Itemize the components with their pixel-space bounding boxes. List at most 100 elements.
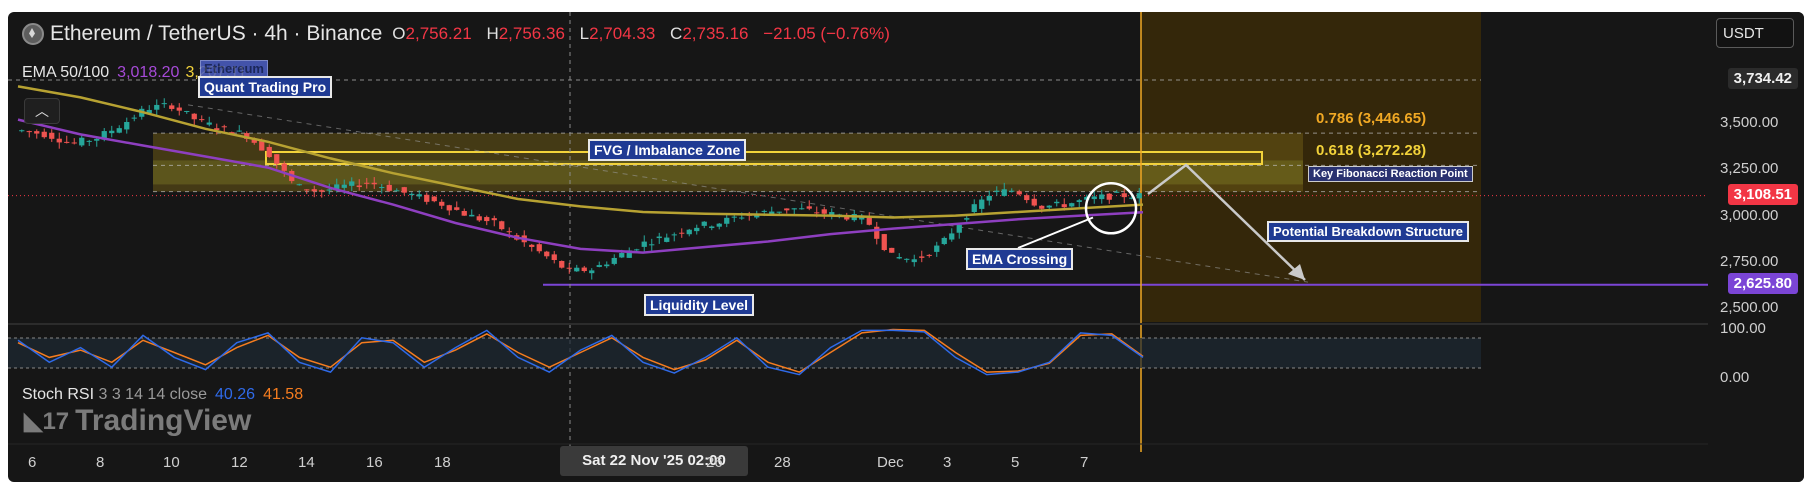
candle-body bbox=[694, 227, 700, 232]
candle-body bbox=[581, 267, 587, 272]
ema-crossing-circle bbox=[1084, 182, 1138, 235]
candle-body bbox=[604, 264, 610, 267]
candle-body bbox=[109, 130, 115, 134]
price-tick: 3,000.00 bbox=[1720, 206, 1779, 224]
candle-body bbox=[769, 211, 775, 216]
candle-body bbox=[379, 187, 385, 189]
candle-body bbox=[866, 217, 872, 225]
time-tick: 26 bbox=[706, 454, 723, 471]
candle-body bbox=[1106, 193, 1112, 200]
candle-body bbox=[1091, 196, 1097, 200]
stoch-params: 3 3 14 14 close bbox=[98, 386, 208, 403]
fvg-zone-label: FVG / Imbalance Zone bbox=[588, 139, 747, 161]
candle-body bbox=[559, 260, 565, 268]
candle-body bbox=[656, 236, 662, 239]
candle-body bbox=[1046, 205, 1052, 208]
candle-body bbox=[154, 104, 160, 110]
stoch-d-value: 41.58 bbox=[263, 386, 304, 403]
candle-body bbox=[19, 130, 25, 132]
stoch-rsi-legend[interactable]: Stoch RSI 3 3 14 14 close 40.26 41.58 bbox=[22, 386, 303, 404]
candle-body bbox=[1129, 197, 1135, 199]
candle-body bbox=[784, 208, 790, 211]
symbol-title: Ethereum / TetherUS · 4h · Binance bbox=[50, 22, 383, 45]
candle-body bbox=[814, 212, 820, 214]
ema-crossing-label: EMA Crossing bbox=[966, 248, 1074, 270]
currency-selector[interactable]: USDT bbox=[1716, 18, 1794, 48]
candle-body bbox=[251, 138, 257, 143]
candle-body bbox=[934, 245, 940, 252]
price-highlight-label: 3,734.42 bbox=[1727, 68, 1798, 89]
candle-body bbox=[709, 226, 715, 229]
candle-body bbox=[371, 182, 377, 185]
candle-body bbox=[551, 254, 557, 261]
breakdown-arrowhead bbox=[1288, 264, 1305, 280]
time-tick: Dec bbox=[877, 454, 904, 471]
candle-body bbox=[26, 131, 32, 133]
candle-body bbox=[799, 208, 805, 210]
crosshair-time-label: Sat 22 Nov '25 02:00 bbox=[560, 446, 748, 476]
breakdown-path bbox=[1147, 163, 1306, 281]
candle-body bbox=[356, 185, 362, 188]
candle-body bbox=[619, 253, 625, 258]
candle-body bbox=[941, 237, 947, 245]
candle-body bbox=[641, 241, 647, 247]
candle-body bbox=[86, 140, 92, 142]
candle-body bbox=[131, 117, 137, 119]
candle-body bbox=[566, 267, 572, 269]
tradingview-logo[interactable]: ◣17 TradingView bbox=[24, 404, 251, 438]
price-chart[interactable] bbox=[8, 12, 1708, 482]
ohlc-readout: O2,756.21 H2,756.36 L2,704.33 C2,735.16 … bbox=[392, 24, 900, 44]
candle-body bbox=[926, 254, 932, 256]
candle-body bbox=[499, 221, 505, 230]
candle-body bbox=[1039, 205, 1045, 209]
candle-body bbox=[1136, 193, 1142, 199]
stoch-k-line bbox=[17, 329, 1144, 376]
fib-0618-label: 0.618 (3,272.28) bbox=[1316, 142, 1427, 159]
chart-pane[interactable]: Ethereum / TetherUS · 4h · Binance O2,75… bbox=[8, 12, 1708, 482]
candle-body bbox=[244, 133, 250, 139]
candle-body bbox=[34, 131, 40, 134]
candle-body bbox=[334, 184, 340, 190]
time-tick: 3 bbox=[943, 454, 952, 471]
symbol-header[interactable]: Ethereum / TetherUS · 4h · Binance O2,75… bbox=[22, 22, 900, 46]
time-tick: 12 bbox=[231, 454, 248, 471]
candle-body bbox=[611, 257, 617, 264]
candle-body bbox=[844, 216, 850, 220]
candle-body bbox=[401, 187, 407, 193]
stoch-d-line bbox=[17, 328, 1144, 373]
time-tick: 10 bbox=[163, 454, 180, 471]
candle-body bbox=[41, 131, 47, 138]
candle-body bbox=[281, 163, 287, 171]
ema-series-line-0 bbox=[17, 118, 1144, 254]
price-highlight-label: 3,108.51 bbox=[1727, 183, 1798, 205]
candle-body bbox=[1076, 200, 1082, 202]
candle-body bbox=[469, 214, 475, 217]
candle-body bbox=[806, 206, 812, 209]
candle-body bbox=[536, 244, 542, 252]
candle-body bbox=[896, 257, 902, 259]
price-highlight-label: 2,625.80 bbox=[1727, 272, 1798, 294]
key-fib-label: Key Fibonacci Reaction Point bbox=[1308, 166, 1473, 182]
candle-body bbox=[461, 210, 467, 216]
candle-body bbox=[724, 217, 730, 224]
chart-window: Ethereum / TetherUS · 4h · Binance O2,75… bbox=[8, 12, 1804, 482]
candle-body bbox=[476, 216, 482, 221]
breakdown-label: Potential Breakdown Structure bbox=[1267, 221, 1469, 242]
ethereum-logo-icon bbox=[22, 23, 44, 45]
price-scale[interactable]: USDT 3,500.00 3,250.00 3,000.00 2,750.00 2,5… bbox=[1708, 12, 1804, 482]
stoch-tick-100: 100.00 bbox=[1720, 320, 1766, 337]
chevron-up-icon: ︿ bbox=[35, 103, 49, 119]
ohlc-close-value: 2,735.16 bbox=[682, 24, 749, 43]
candle-body bbox=[1054, 201, 1060, 204]
candle-body bbox=[311, 189, 317, 192]
ohlc-open-value: 2,756.21 bbox=[405, 24, 472, 43]
candle-body bbox=[506, 231, 512, 233]
candle-body bbox=[731, 216, 737, 218]
collapse-legend-button[interactable]: ︿ bbox=[24, 98, 60, 124]
candle-body bbox=[1099, 194, 1105, 200]
candle-body bbox=[964, 218, 970, 220]
candle-body bbox=[761, 210, 767, 212]
candle-body bbox=[169, 105, 175, 109]
candle-body bbox=[686, 229, 692, 235]
candle-body bbox=[874, 226, 880, 239]
